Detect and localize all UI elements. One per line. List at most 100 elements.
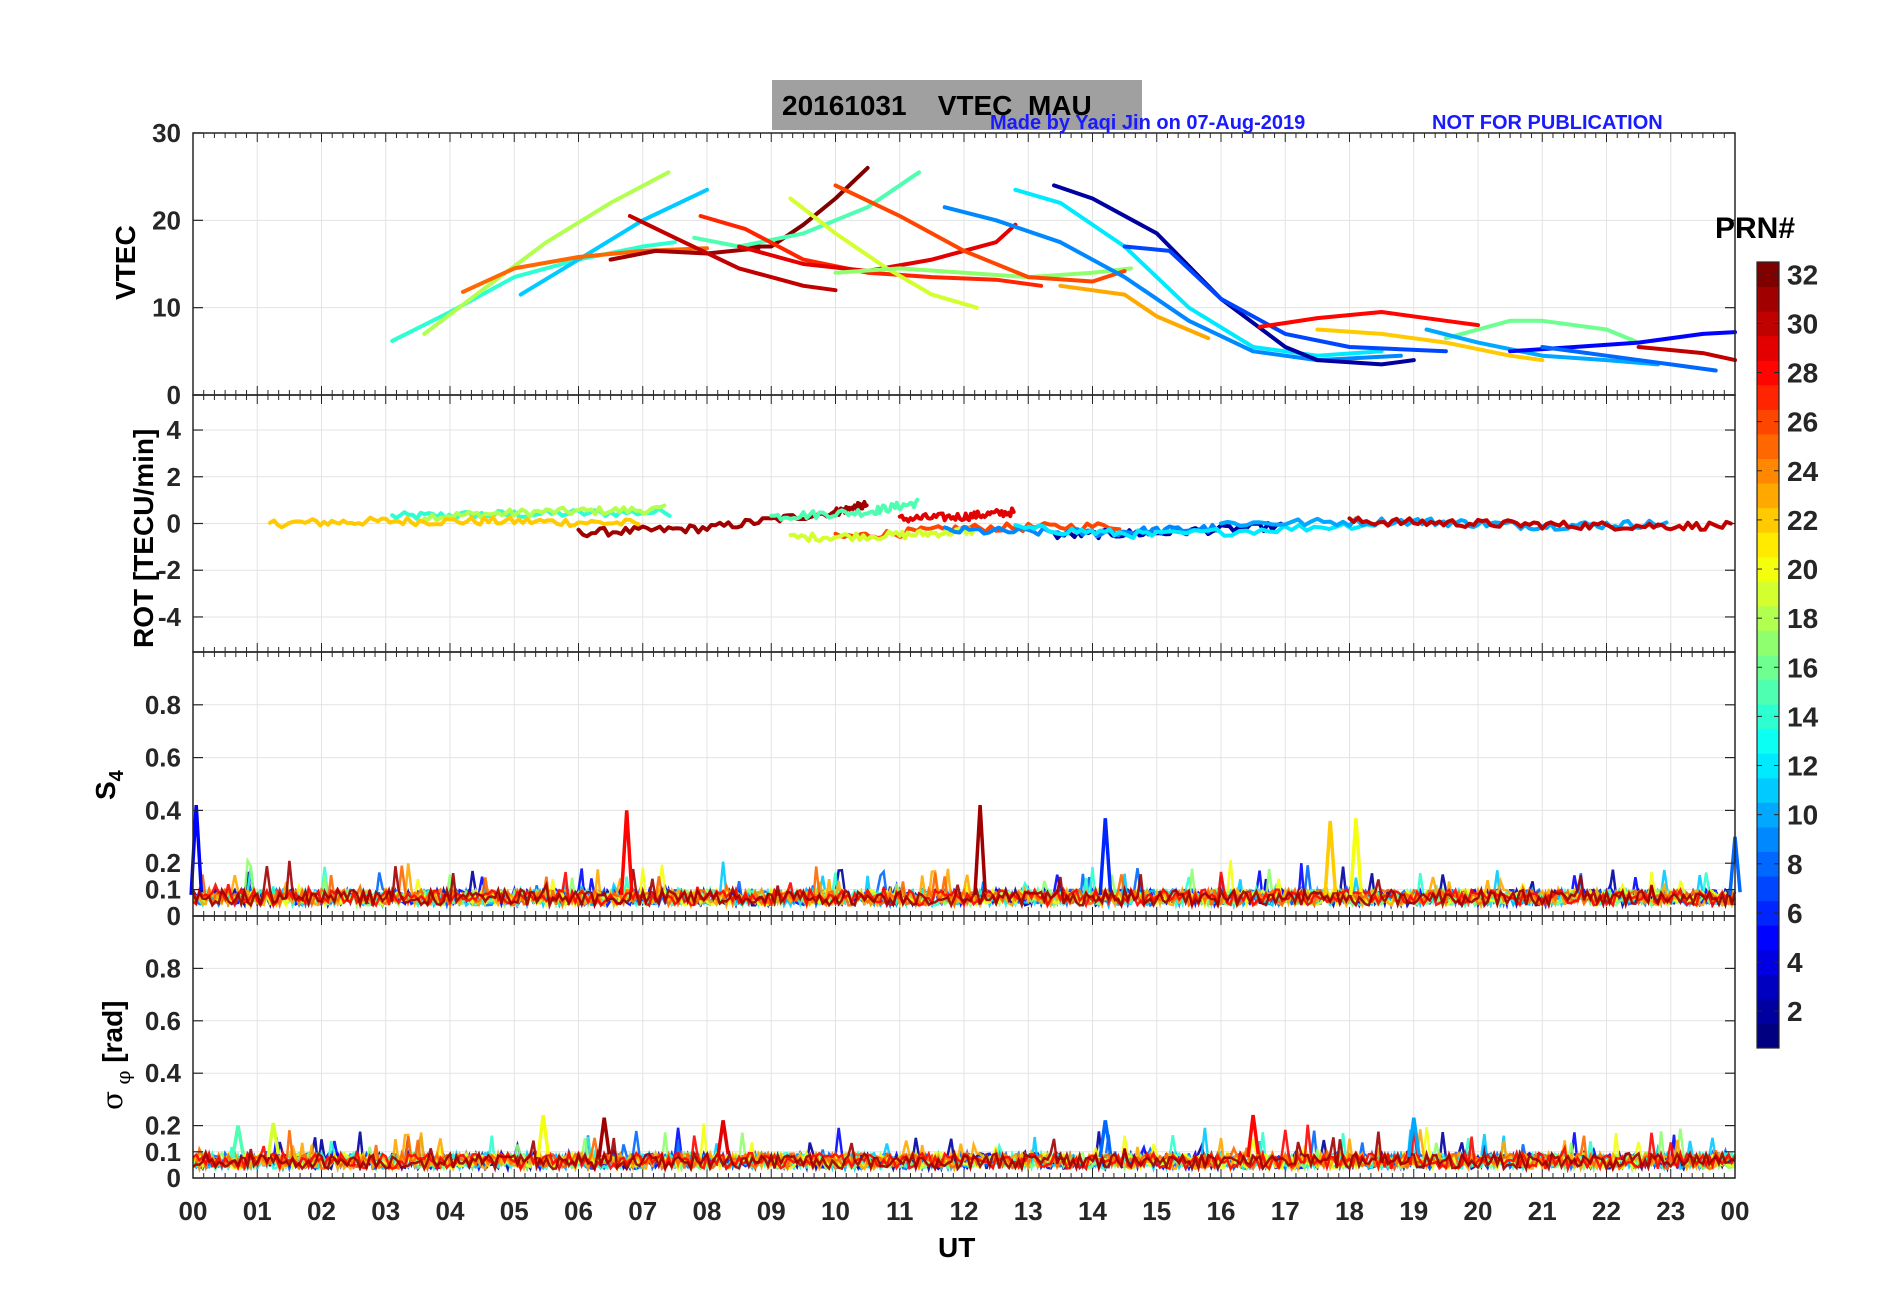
series-group <box>191 1114 1737 1174</box>
x-tick-label: 22 <box>1592 1196 1621 1226</box>
colorbar-segment <box>1757 1023 1779 1049</box>
x-tick-label: 11 <box>886 1196 914 1226</box>
series-group <box>390 165 1737 373</box>
series-line-prn-31 <box>576 500 869 539</box>
ylabel-vtec: VTEC <box>110 225 141 300</box>
x-tick-label: 08 <box>693 1196 722 1226</box>
colorbar-tick-label: 12 <box>1787 751 1818 782</box>
colorbar-tick-label: 20 <box>1787 554 1818 585</box>
y-tick-label: 0 <box>167 509 181 539</box>
series-line-prn-28 <box>192 871 1736 911</box>
ylabel-sigma-phi: σ φ [rad] <box>96 1000 135 1111</box>
y-tick-label: 0 <box>167 1163 181 1193</box>
colorbar-segment <box>1757 826 1779 852</box>
x-tick-label: 00 <box>179 1196 208 1226</box>
peak-mark <box>1246 1114 1261 1158</box>
x-tick-label: 13 <box>1014 1196 1043 1226</box>
colorbar-tick-label: 8 <box>1787 849 1803 880</box>
series-line-prn-25 <box>192 865 1737 910</box>
y-tick-label: 0.4 <box>145 1058 182 1088</box>
y-tick-label: 0.6 <box>145 743 181 773</box>
series-line-prn-28 <box>1257 310 1480 329</box>
series-line-prn-12 <box>1013 521 1377 540</box>
colorbar-segment <box>1757 728 1779 754</box>
colorbar-tick-label: 2 <box>1787 996 1803 1027</box>
x-tick-label: 18 <box>1335 1196 1364 1226</box>
colorbar-tick-label: 10 <box>1787 800 1818 831</box>
notice-text: NOT FOR PUBLICATION <box>1432 112 1663 134</box>
series-line-prn-19 <box>788 526 977 543</box>
peak-mark <box>619 810 634 896</box>
peak-mark <box>1406 1117 1421 1158</box>
y-tick-label: 0.8 <box>145 690 181 720</box>
colorbar-tick-label: 16 <box>1787 652 1818 683</box>
y-tick-label: 0.1 <box>145 1137 181 1167</box>
y-tick-label: 0.1 <box>145 875 181 905</box>
colorbar-segment <box>1757 433 1779 459</box>
x-tick-label: 17 <box>1271 1196 1300 1226</box>
series-line-prn-22 <box>268 515 641 530</box>
x-tick-label: 07 <box>628 1196 657 1226</box>
colorbar-segment <box>1757 409 1779 435</box>
series-line-prn-29 <box>737 222 1018 273</box>
series-line-prn-29 <box>897 506 1016 524</box>
series-line-prn-10 <box>1219 516 1669 532</box>
series-line-prn-10 <box>1424 327 1660 367</box>
colorbar-segment <box>1757 974 1779 1000</box>
colorbar-tick-label: 18 <box>1787 603 1818 634</box>
colorbar-tick-label: 30 <box>1787 308 1818 339</box>
series-line-prn-11 <box>518 187 709 297</box>
peak-mark <box>716 1120 730 1158</box>
colorbar-tick-label: 26 <box>1787 407 1818 438</box>
x-tick-label: 15 <box>1142 1196 1171 1226</box>
x-tick-label: 12 <box>950 1196 979 1226</box>
colorbar-segment <box>1757 704 1779 730</box>
x-tick-label: 23 <box>1656 1196 1685 1226</box>
y-tick-label: 0 <box>167 380 181 410</box>
colorbar-segment <box>1757 605 1779 631</box>
y-tick-label: -4 <box>158 602 182 632</box>
y-tick-label: 20 <box>152 205 181 235</box>
x-axis-title: UT <box>938 1232 976 1263</box>
colorbar-segment <box>1757 532 1779 558</box>
peak-mark <box>266 1122 281 1158</box>
ylabel-rot: ROT [TECU/min] <box>128 428 159 648</box>
credit-text: Made by Yaqi Jin on 07-Aug-2019 <box>990 112 1306 134</box>
peak-mark <box>231 1125 245 1158</box>
series-line-prn-2 <box>1052 183 1416 367</box>
colorbar-segment <box>1757 777 1779 803</box>
series-group <box>268 497 1733 543</box>
panel-1: 0 10 20 30 <box>152 118 1737 410</box>
series-line-prn-28 <box>192 1124 1737 1174</box>
colorbar-frame <box>1756 261 1780 1049</box>
series-line-prn-7 <box>1122 244 1448 354</box>
colorbar-segment <box>1757 876 1779 902</box>
colorbar-segment <box>1757 556 1779 582</box>
peak-mark <box>597 1117 612 1158</box>
colorbar-segment <box>1757 483 1779 509</box>
series-line-prn-8 <box>1540 345 1718 373</box>
colorbar-segment <box>1757 458 1779 484</box>
colorbar-segment <box>1757 949 1779 975</box>
y-tick-label: 0.8 <box>145 953 181 983</box>
y-tick-label: 4 <box>167 415 182 445</box>
panel-frame <box>192 915 1736 1179</box>
figure-title: 20161031 VTEC MAU <box>782 90 1092 122</box>
colorbar-segment <box>1757 655 1779 681</box>
series-line-prn-31 <box>608 246 761 262</box>
colorbar-segment <box>1757 581 1779 607</box>
x-tick-label: 04 <box>436 1196 465 1226</box>
series-line-prn-23 <box>1058 283 1211 341</box>
title-quantity: VTEC <box>937 90 1013 121</box>
colorbar-segment <box>1757 384 1779 410</box>
x-tick-label: 10 <box>821 1196 850 1226</box>
series-line-prn-18 <box>422 503 667 523</box>
colorbar-segment <box>1757 802 1779 828</box>
panel-3: 00.10.2 0.4 0.6 0.8 <box>145 651 1742 931</box>
colorbar-segment <box>1757 851 1779 877</box>
colorbar-segment <box>1757 335 1779 361</box>
y-tick-label: 0 <box>167 901 181 931</box>
series-line-prn-16 <box>1443 318 1641 345</box>
